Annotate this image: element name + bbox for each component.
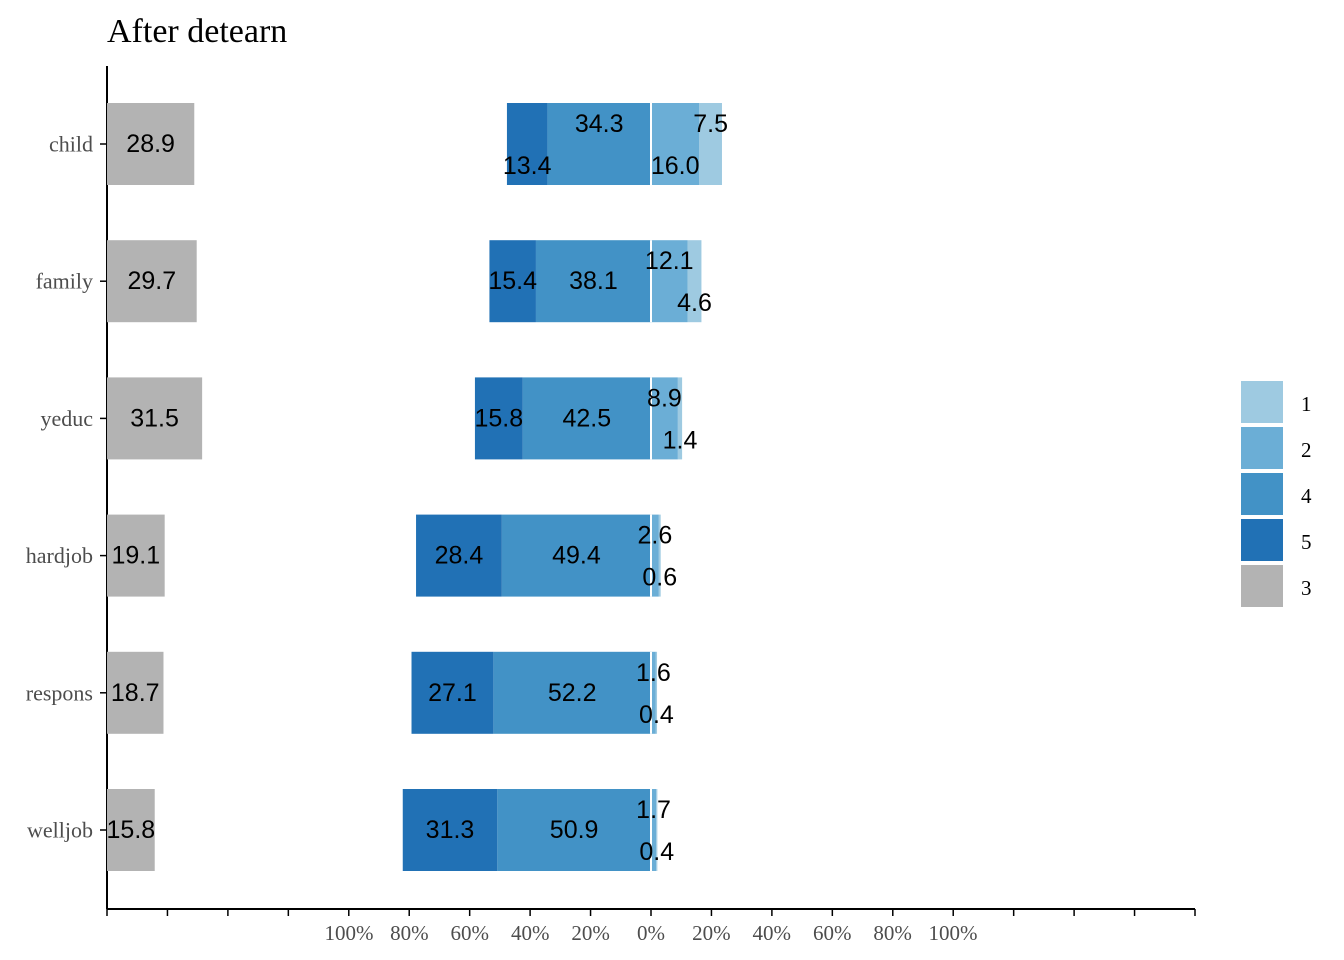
bar-2-respons [651,651,656,734]
bar-3-yeduc [107,377,203,460]
legend-label-5: 5 [1301,530,1312,554]
y-tick-label-respons: respons [26,680,93,705]
bar-3-welljob [107,789,155,871]
x-tick-label: 20% [692,921,731,945]
bar-1-welljob [656,789,658,871]
bar-5-child [506,103,548,185]
legend-label-3: 3 [1301,576,1312,600]
bar-1-family [687,240,702,323]
legend-swatch-1 [1241,381,1283,423]
x-tick-label: 60% [813,921,852,945]
x-tick-label: 0% [637,921,665,945]
plot-area: 100% 80% 60% 40% 20% 0% 20% 40% 60% 80% 100% child 2… [26,66,1196,945]
label-4-welljob: 50.9 [550,816,599,844]
label-3-respons: 18.7 [111,679,160,707]
label-3-welljob: 15.8 [107,816,156,844]
bar-4-yeduc [522,377,651,460]
x-tick-label: 60% [451,921,490,945]
label-2-welljob: 1.7 [636,796,671,824]
bar-5-yeduc [474,377,523,460]
bar-1-child [699,103,722,185]
bar-3-respons [107,651,164,734]
label-3-yeduc: 31.5 [130,404,179,432]
label-1-child: 7.5 [693,110,728,138]
y-tick-label-family: family [36,269,93,294]
bar-2-hardjob [651,514,659,597]
legend-swatch-4 [1241,473,1283,515]
label-4-hardjob: 49.4 [552,542,601,570]
chart-title: After detearn [107,13,287,50]
label-2-hardjob: 2.6 [638,522,673,550]
label-5-hardjob: 28.4 [435,542,484,570]
x-tick-label: 20% [571,921,610,945]
label-4-child: 34.3 [575,110,624,138]
label-5-family: 15.4 [488,267,537,295]
x-tick-label: 100% [325,921,374,945]
label-2-family: 12.1 [645,247,694,275]
bar-4-hardjob [501,514,651,597]
bar-5-family [489,240,536,323]
label-2-yeduc: 8.9 [647,384,682,412]
label-3-family: 29.7 [128,267,177,295]
x-tick-label: 80% [873,921,912,945]
label-5-respons: 27.1 [428,679,477,707]
bar-4-welljob [497,789,651,871]
legend-label-2: 2 [1301,438,1312,462]
bar-4-respons [493,651,651,734]
bar-5-hardjob [416,514,502,597]
y-tick-label-child: child [49,132,93,157]
legend-swatch-5 [1241,519,1283,561]
bar-1-respons [655,651,658,734]
bar-2-child [651,103,700,185]
x-tick-label: 100% [929,921,978,945]
label-2-respons: 1.6 [636,659,671,687]
bar-1-hardjob [658,514,661,597]
label-4-family: 38.1 [569,267,618,295]
y-tick-label-yeduc: yeduc [40,406,93,431]
label-4-respons: 52.2 [548,679,597,707]
bar-5-respons [411,651,494,734]
label-1-respons: 0.4 [639,701,674,729]
bar-2-welljob [651,789,657,871]
x-tick-label: 40% [753,921,792,945]
label-5-yeduc: 15.8 [474,404,523,432]
bar-1-yeduc [677,377,683,460]
label-2-child: 16.0 [651,152,700,180]
legend-label-4: 4 [1301,484,1312,508]
label-5-welljob: 31.3 [426,816,475,844]
legend: 1 2 4 5 3 [1241,381,1312,607]
bar-5-welljob [402,789,498,871]
bar-3-family [107,240,197,323]
label-1-family: 4.6 [677,289,712,317]
y-tick-label-hardjob: hardjob [26,543,93,568]
label-4-yeduc: 42.5 [562,404,611,432]
bar-2-family [651,240,688,323]
bar-4-family [535,240,651,323]
label-5-child: 13.4 [503,152,552,180]
label-3-child: 28.9 [126,130,175,158]
label-1-hardjob: 0.6 [642,564,677,592]
bar-4-child [547,103,651,185]
y-tick-label-welljob: welljob [27,818,93,843]
legend-label-1: 1 [1301,392,1312,416]
label-1-welljob: 0.4 [639,838,674,866]
x-tick-label: 80% [390,921,429,945]
bar-2-yeduc [651,377,678,460]
bar-3-child [107,103,195,185]
x-tick-label: 40% [511,921,550,945]
legend-swatch-3 [1241,565,1283,607]
label-3-hardjob: 19.1 [112,542,161,570]
label-1-yeduc: 1.4 [663,426,698,454]
legend-swatch-2 [1241,427,1283,469]
bar-3-hardjob [107,514,165,597]
